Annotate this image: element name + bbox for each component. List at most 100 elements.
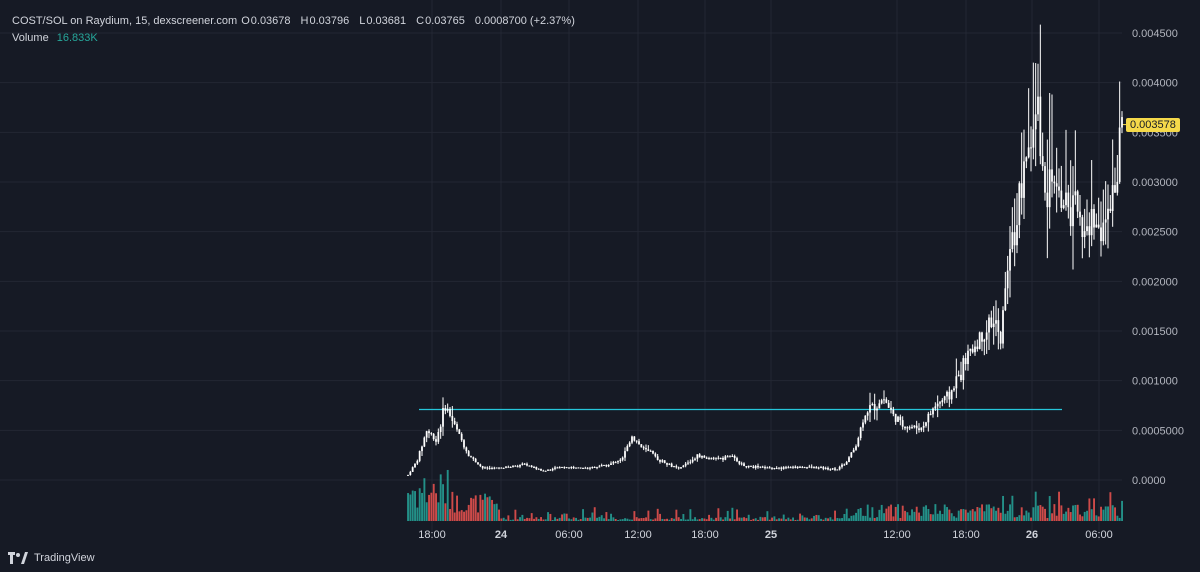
volume-bar xyxy=(794,519,797,521)
volume-bar xyxy=(500,518,503,521)
candle-body xyxy=(1114,185,1116,193)
volume-bar xyxy=(512,519,514,521)
candle-body xyxy=(691,459,694,462)
candle-body xyxy=(1095,224,1098,228)
volume-bar xyxy=(1088,498,1091,521)
volume-bar xyxy=(752,518,755,521)
candle-body xyxy=(866,412,869,416)
time-axis[interactable]: 18:00 24 06:00 12:00 18:00 25 12:00 18:00 26 06:0… xyxy=(418,529,1113,541)
candle-body xyxy=(645,448,647,450)
volume-bar xyxy=(892,516,895,521)
price-axis[interactable]: 0.0045000.0040000.0035000.0030000.002500… xyxy=(1132,28,1184,487)
candle-body xyxy=(750,465,752,467)
candle-body xyxy=(787,467,790,469)
candle-body xyxy=(554,467,556,469)
open-label: O xyxy=(241,15,250,27)
volume-bar xyxy=(717,508,720,521)
y-tick-label: 0.001000 xyxy=(1132,376,1178,388)
candle-body xyxy=(955,376,958,389)
volume-bar xyxy=(957,510,960,521)
volume-bar xyxy=(1118,517,1121,521)
volume-bar xyxy=(435,493,437,521)
volume-bar xyxy=(999,512,1002,521)
volume-bar xyxy=(862,515,864,521)
candle-body xyxy=(446,408,449,411)
candle-body xyxy=(582,467,584,469)
candle-body xyxy=(680,467,682,469)
candle-body xyxy=(976,346,979,350)
candle-body xyxy=(605,464,608,467)
volume-label[interactable]: Volume xyxy=(12,32,49,44)
candle-body xyxy=(892,409,895,414)
candle-body xyxy=(747,465,750,468)
candle-body xyxy=(568,467,570,469)
volume-bar xyxy=(1032,507,1035,521)
horizontal-ray[interactable] xyxy=(419,124,1126,411)
volume-bar xyxy=(834,510,836,521)
candle-body xyxy=(978,332,981,350)
volume-bar xyxy=(1100,506,1102,521)
candle-body xyxy=(652,450,654,454)
candle-body xyxy=(1102,222,1105,242)
ohlc-row: COST/SOL on Raydium, 15, dexscreener.com… xyxy=(12,13,575,30)
volume-bar xyxy=(1095,515,1098,521)
tradingview-brand[interactable]: TradingView xyxy=(8,552,95,564)
candle-body xyxy=(684,463,687,466)
open-value: 0.03678 xyxy=(250,15,291,27)
candle-body xyxy=(694,458,696,460)
volume-bar xyxy=(724,517,727,521)
volume-bar xyxy=(922,506,925,521)
candle-body xyxy=(535,466,538,469)
candle-body xyxy=(962,358,965,381)
candle-body xyxy=(817,467,820,469)
volume-bar xyxy=(873,517,876,521)
volume-bar xyxy=(528,518,531,521)
volume-bar xyxy=(451,491,454,521)
volume-bar xyxy=(680,518,682,521)
y-tick-label: 0.003000 xyxy=(1132,177,1178,189)
volume-bar xyxy=(577,519,580,521)
volume-bar xyxy=(845,508,848,521)
candle-body xyxy=(659,459,661,462)
candle-body xyxy=(780,467,783,469)
candle-body xyxy=(575,467,577,469)
symbol-label[interactable]: COST/SOL on Raydium, 15, dexscreener.com xyxy=(12,15,238,27)
candle-body xyxy=(997,320,1000,332)
candle-body xyxy=(726,456,729,458)
volume-bar xyxy=(890,504,892,521)
x-tick-label: 18:00 xyxy=(691,529,719,541)
volume-bar xyxy=(481,499,484,521)
candle-body xyxy=(857,438,860,447)
volume-bar xyxy=(563,513,566,521)
volume-bar xyxy=(437,502,440,521)
volume-bar xyxy=(719,517,722,521)
volume-bar xyxy=(710,517,713,521)
volume-bar xyxy=(983,511,986,521)
volume-bar xyxy=(605,512,608,521)
candle-body xyxy=(1090,209,1093,236)
volume-bar xyxy=(582,509,584,521)
x-tick-label: 18:00 xyxy=(418,529,446,541)
candle-body xyxy=(908,427,911,429)
volume-bar xyxy=(586,517,589,521)
candle-body xyxy=(876,408,878,411)
candle-body xyxy=(864,415,867,423)
volume-bar xyxy=(843,513,846,521)
volume-bar xyxy=(554,517,556,521)
volume-bar xyxy=(572,517,575,521)
volume-bar xyxy=(486,497,489,521)
candle-body xyxy=(442,408,444,427)
volume-bar xyxy=(568,518,570,521)
volume-bar xyxy=(1048,496,1051,521)
candle-body xyxy=(838,466,841,470)
volume-bar xyxy=(533,518,535,521)
volume-bar xyxy=(955,517,958,521)
candle-body xyxy=(530,465,533,467)
volume-bar xyxy=(960,509,962,521)
candle-body xyxy=(1055,183,1058,187)
volume-bar xyxy=(766,511,769,521)
y-tick-label: 0.004500 xyxy=(1132,28,1178,40)
volume-bar xyxy=(866,504,869,521)
candle-body xyxy=(1104,219,1107,223)
